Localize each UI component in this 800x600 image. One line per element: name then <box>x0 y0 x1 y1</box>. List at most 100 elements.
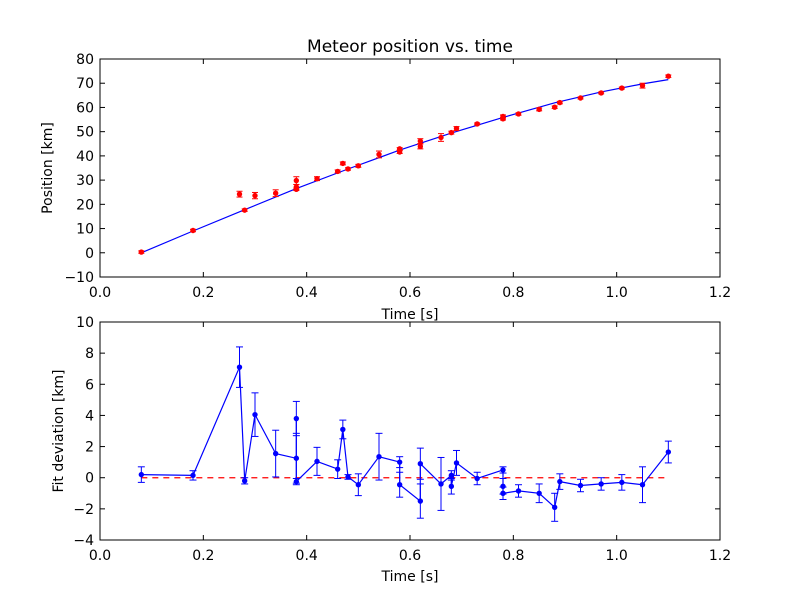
deviation-data-point <box>499 486 507 501</box>
deviation-data-point <box>354 473 362 497</box>
deviation-y-tick-label: 4 <box>85 408 94 424</box>
position-data-point <box>453 125 460 132</box>
deviation-x-tick-label: 0.2 <box>192 548 214 564</box>
deviation-marker <box>536 490 542 496</box>
deviation-data-point <box>137 466 145 483</box>
position-marker <box>236 191 243 197</box>
deviation-data-point <box>453 449 460 476</box>
position-y-tick-label: 50 <box>76 125 94 141</box>
position-y-tick-label: 70 <box>76 76 94 92</box>
position-y-tick-label: 30 <box>76 173 94 189</box>
position-marker <box>551 104 558 110</box>
position-y-axis-label: Position [km] <box>40 122 56 214</box>
deviation-marker <box>345 474 351 480</box>
deviation-marker <box>474 475 480 482</box>
position-data-point <box>396 149 403 155</box>
position-marker <box>252 192 258 199</box>
position-x-tick-label: 1.2 <box>709 285 731 301</box>
deviation-marker <box>314 458 320 465</box>
position-data-point <box>438 133 444 142</box>
position-ticks: 0.0 0.2 0.4 0.6 0.8 1.0 1.2 −10 0 10 20 30 40 50 60 70 8… <box>64 52 731 301</box>
position-marker <box>536 106 542 113</box>
deviation-marker <box>396 482 403 488</box>
deviation-x-tick-label: 1.2 <box>709 548 731 564</box>
deviation-marker <box>272 450 279 457</box>
position-y-tick-label: 20 <box>76 197 94 213</box>
deviation-plot-area <box>137 346 672 522</box>
position-data-point <box>272 189 279 198</box>
position-marker <box>500 116 506 122</box>
deviation-x-axis-label: Time [s] <box>381 569 439 585</box>
position-marker <box>619 85 625 91</box>
deviation-data-point <box>618 474 626 491</box>
position-marker <box>272 190 279 196</box>
position-marker <box>438 134 444 141</box>
deviation-marker <box>340 426 346 433</box>
deviation-marker <box>453 460 460 466</box>
deviation-data-point <box>416 483 424 519</box>
position-data-point <box>598 90 605 96</box>
deviation-marker <box>241 478 248 484</box>
position-y-tick-label: 0 <box>85 246 94 262</box>
deviation-marker <box>500 467 506 473</box>
deviation-data-point <box>396 456 404 469</box>
position-marker <box>345 166 351 172</box>
position-marker <box>417 138 424 144</box>
position-y-tick-label: 10 <box>76 222 94 238</box>
position-marker <box>314 175 320 182</box>
deviation-data-point <box>313 446 321 476</box>
deviation-marker <box>598 481 604 487</box>
position-marker <box>334 168 341 175</box>
deviation-chart: 0.0 0.2 0.4 0.6 0.8 1.0 1.2 −4 −2 0 2 4 6 8 10 Time [s… <box>51 315 731 585</box>
deviation-marker <box>190 472 196 479</box>
chart-title: Meteor position vs. time <box>307 37 513 57</box>
position-marker <box>417 143 424 150</box>
position-data-point <box>236 190 243 198</box>
position-x-axis-label: Time [s] <box>381 307 439 323</box>
position-data-point <box>577 95 584 101</box>
position-data-point <box>639 82 646 89</box>
position-marker <box>474 121 480 127</box>
deviation-marker <box>448 472 455 479</box>
position-marker <box>453 125 460 132</box>
deviation-marker <box>515 488 522 494</box>
deviation-marker <box>438 481 444 487</box>
position-y-tick-label: 40 <box>76 149 94 165</box>
deviation-x-tick-label: 0.4 <box>296 548 318 564</box>
deviation-data-point <box>292 432 300 484</box>
deviation-y-tick-label: 2 <box>85 440 94 456</box>
deviation-x-tick-label: 0.8 <box>502 548 524 564</box>
deviation-data-point <box>251 392 259 437</box>
position-marker <box>293 177 300 184</box>
deviation-x-tick-label: 0.0 <box>89 548 111 564</box>
position-data-point <box>417 138 424 145</box>
deviation-y-axis-label: Fit deviation [km] <box>51 369 67 492</box>
position-marker <box>448 129 455 136</box>
position-data-point <box>556 99 563 106</box>
position-data-point <box>293 186 300 193</box>
deviation-marker <box>557 478 563 485</box>
deviation-data-point <box>189 470 197 481</box>
deviation-y-tick-label: −4 <box>73 533 94 549</box>
deviation-marker <box>551 504 558 510</box>
deviation-data-point <box>597 477 605 491</box>
deviation-data-point <box>499 466 507 474</box>
position-marker <box>665 73 672 79</box>
position-data-point <box>417 143 424 150</box>
position-marker <box>598 90 604 96</box>
deviation-marker <box>293 415 300 422</box>
position-data-point <box>138 249 145 255</box>
deviation-data-point <box>447 477 455 495</box>
deviation-data-point <box>639 466 646 504</box>
position-data-point <box>665 73 672 79</box>
deviation-marker <box>665 449 672 455</box>
deviation-data-point <box>396 471 404 498</box>
deviation-data-point <box>473 471 481 486</box>
position-y-tick-label: 60 <box>76 100 94 116</box>
position-data-point <box>551 104 558 110</box>
position-marker <box>355 163 362 169</box>
deviation-marker <box>334 466 341 472</box>
deviation-data-point <box>535 483 543 504</box>
deviation-data-point <box>241 477 249 485</box>
deviation-marker <box>417 461 424 467</box>
